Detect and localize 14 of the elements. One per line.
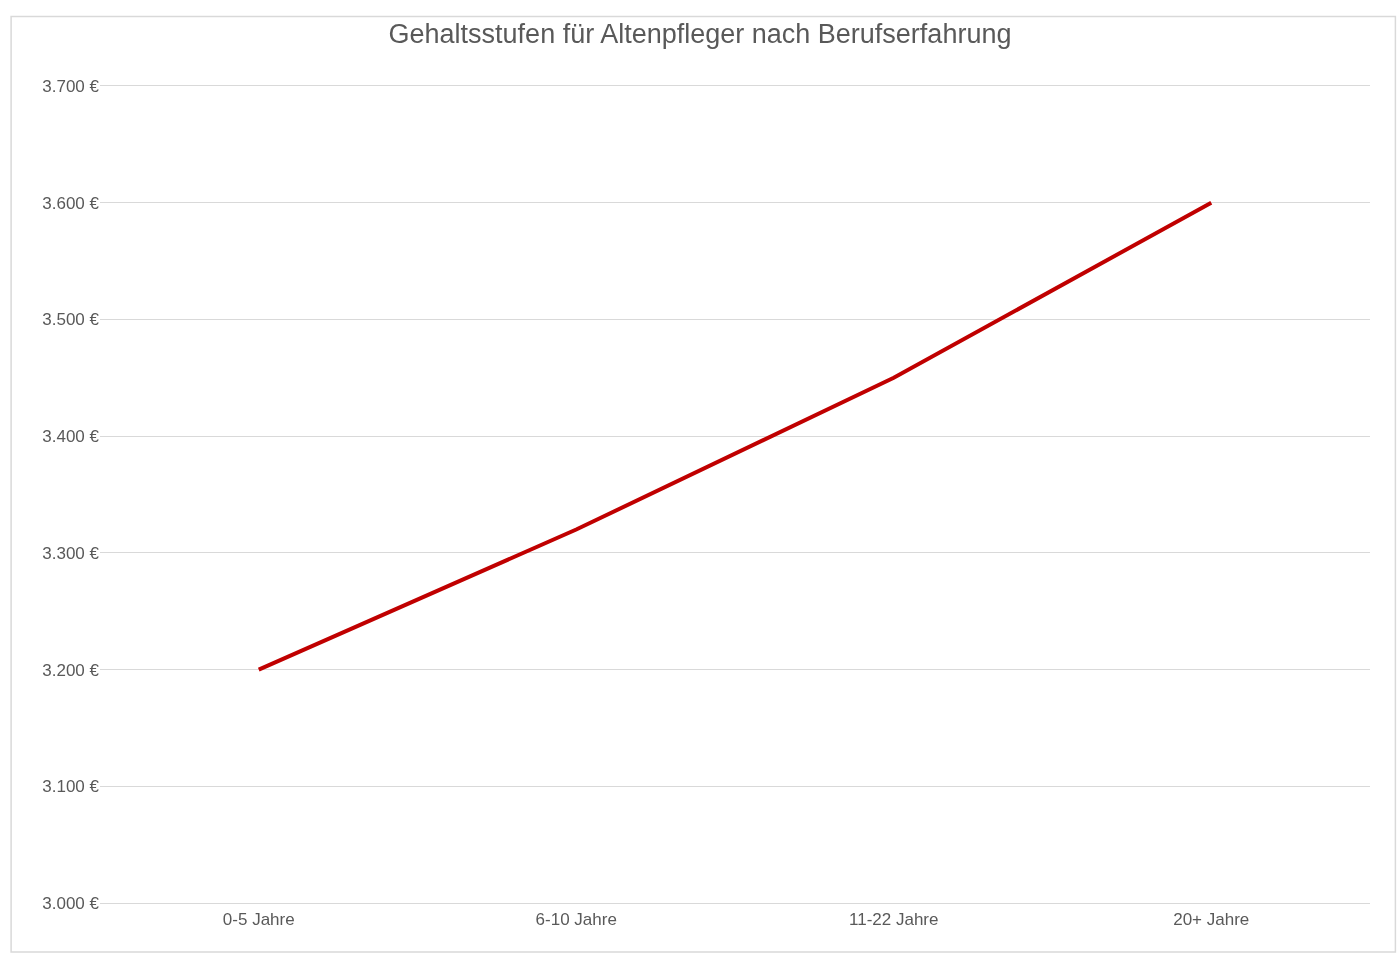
x-tick-label: 11-22 Jahre	[849, 909, 939, 929]
y-tick-label: 3.200 €	[42, 660, 100, 680]
y-tick-label: 3.100 €	[42, 777, 100, 797]
y-tick-label: 3.700 €	[42, 76, 100, 96]
y-tick-label: 3.400 €	[42, 427, 100, 447]
x-tick-label: 20+ Jahre	[1173, 909, 1250, 929]
y-tick-label: 3.300 €	[42, 543, 100, 563]
line-series	[256, 200, 1214, 672]
y-tick-label: 3.500 €	[42, 310, 100, 330]
x-tick-label: 0-5 Jahre	[222, 909, 295, 929]
chart-title: Gehaltsstufen für Altenpfleger nach Berufserfahrung	[388, 19, 1012, 50]
y-tick-label: 3.600 €	[42, 193, 100, 213]
y-tick-label: 3.000 €	[42, 893, 100, 913]
x-tick-label: 6-10 Jahre	[535, 909, 617, 929]
